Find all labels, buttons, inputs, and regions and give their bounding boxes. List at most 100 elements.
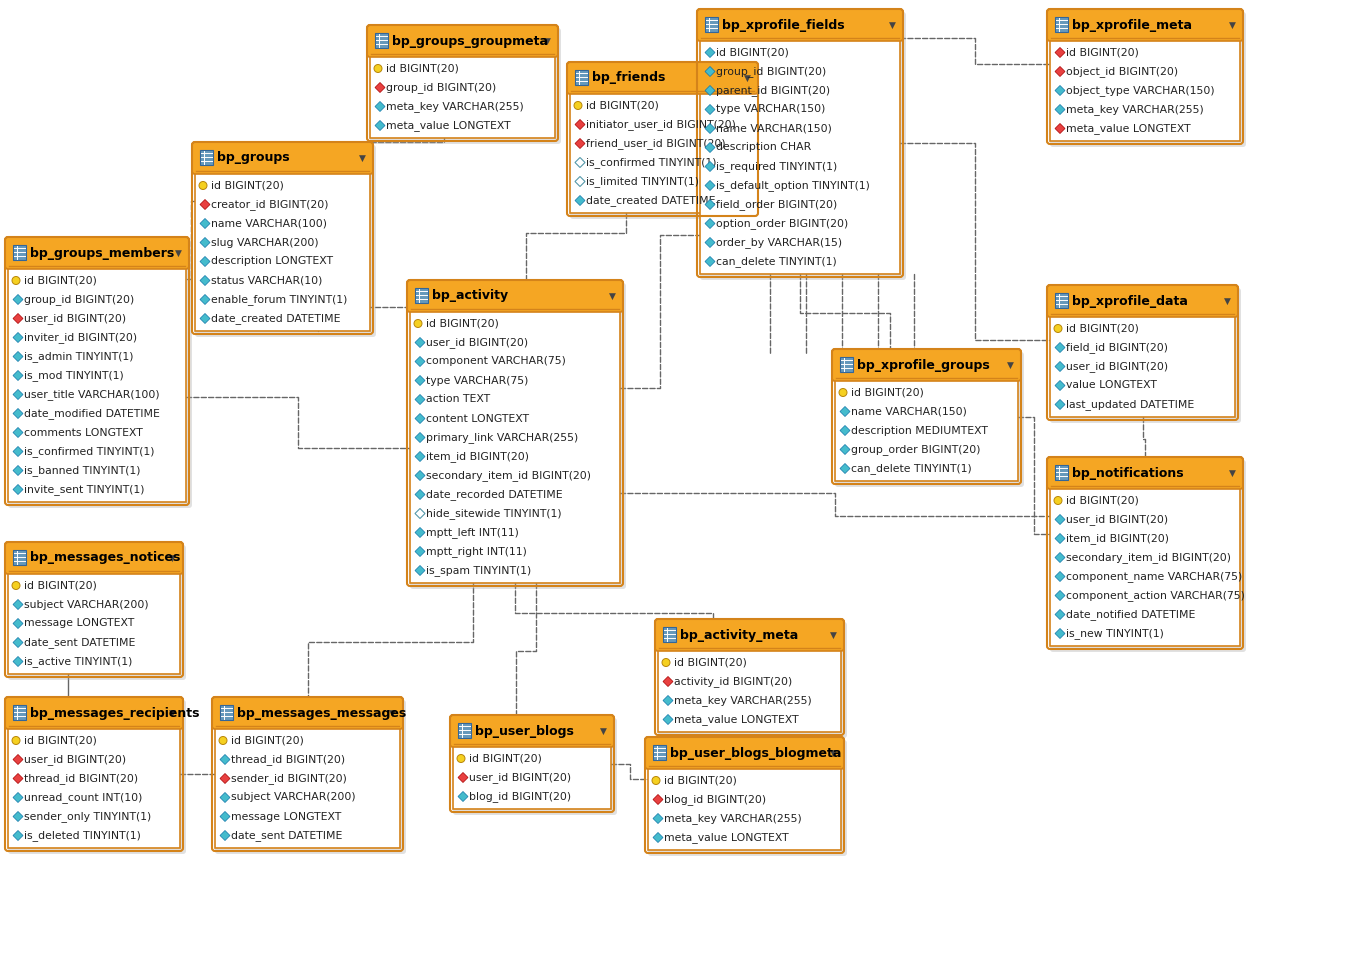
Bar [458, 723, 471, 738]
Text: ▼: ▼ [175, 249, 182, 257]
Polygon shape [199, 199, 210, 209]
Polygon shape [14, 389, 23, 400]
Polygon shape [1055, 610, 1064, 620]
Polygon shape [575, 176, 584, 187]
Polygon shape [705, 219, 715, 228]
FancyBboxPatch shape [648, 740, 848, 856]
Bar [220, 705, 233, 720]
Polygon shape [415, 547, 424, 557]
Text: user_id BIGINT(20): user_id BIGINT(20) [1066, 361, 1168, 372]
Text: field_id BIGINT(20): field_id BIGINT(20) [1066, 342, 1168, 353]
Text: item_id BIGINT(20): item_id BIGINT(20) [426, 451, 529, 462]
Text: blog_id BIGINT(20): blog_id BIGINT(20) [469, 791, 571, 802]
Polygon shape [14, 446, 23, 457]
Bar [8, 720, 179, 727]
Text: group_id BIGINT(20): group_id BIGINT(20) [716, 66, 826, 76]
Bar [216, 720, 400, 727]
Text: ▼: ▼ [830, 748, 837, 758]
Bar [701, 32, 899, 39]
Polygon shape [654, 813, 663, 824]
Bar [839, 357, 853, 372]
Text: is_confirmed TINYINT(1): is_confirmed TINYINT(1) [24, 446, 155, 457]
Polygon shape [376, 102, 385, 111]
Text: thread_id BIGINT(20): thread_id BIGINT(20) [24, 773, 138, 784]
Text: mptt_right INT(11): mptt_right INT(11) [426, 546, 527, 557]
Text: item_id BIGINT(20): item_id BIGINT(20) [1066, 533, 1169, 544]
Text: date_sent DATETIME: date_sent DATETIME [24, 637, 136, 648]
Text: id BIGINT(20): id BIGINT(20) [1066, 47, 1139, 57]
Polygon shape [1055, 343, 1064, 352]
Polygon shape [14, 793, 23, 802]
Text: is_deleted TINYINT(1): is_deleted TINYINT(1) [24, 830, 141, 841]
Text: mptt_left INT(11): mptt_left INT(11) [426, 527, 519, 538]
Polygon shape [654, 832, 663, 842]
Text: date_created DATETIME: date_created DATETIME [212, 313, 340, 324]
Polygon shape [14, 656, 23, 667]
Circle shape [199, 182, 207, 190]
Text: is_required TINYINT(1): is_required TINYINT(1) [716, 161, 837, 172]
Bar [1050, 314, 1235, 417]
Polygon shape [1055, 515, 1064, 525]
Text: is_spam TINYINT(1): is_spam TINYINT(1) [426, 565, 532, 576]
Text: meta_key VARCHAR(255): meta_key VARCHAR(255) [1066, 104, 1204, 115]
Polygon shape [705, 199, 715, 209]
Bar [659, 642, 841, 649]
Text: message LONGTEXT: message LONGTEXT [231, 811, 342, 822]
Text: activity_id BIGINT(20): activity_id BIGINT(20) [674, 676, 792, 687]
Bar [195, 171, 370, 331]
FancyBboxPatch shape [700, 12, 906, 280]
Polygon shape [14, 485, 23, 495]
Bar [14, 705, 26, 720]
Text: bp_messages_recipients: bp_messages_recipients [30, 707, 199, 719]
Polygon shape [705, 257, 715, 266]
Bar [216, 726, 400, 848]
Text: meta_value LONGTEXT: meta_value LONGTEXT [386, 120, 511, 131]
Bar [648, 766, 841, 850]
Polygon shape [199, 257, 210, 266]
Polygon shape [1055, 571, 1064, 582]
Text: thread_id BIGINT(20): thread_id BIGINT(20) [231, 754, 346, 765]
Polygon shape [705, 124, 715, 134]
Circle shape [1054, 497, 1062, 504]
Polygon shape [14, 599, 23, 610]
Bar [658, 648, 841, 732]
Polygon shape [458, 792, 468, 802]
Bar [835, 372, 1017, 379]
Bar [835, 378, 1018, 481]
Text: group_order BIGINT(20): group_order BIGINT(20) [852, 444, 980, 455]
Bar [570, 91, 755, 213]
Text: order_by VARCHAR(15): order_by VARCHAR(15) [716, 237, 842, 248]
Text: bp_notifications: bp_notifications [1073, 467, 1184, 479]
Bar [1051, 308, 1234, 315]
FancyBboxPatch shape [370, 28, 561, 144]
Text: name VARCHAR(100): name VARCHAR(100) [212, 219, 327, 228]
Text: secondary_item_id BIGINT(20): secondary_item_id BIGINT(20) [426, 470, 591, 481]
Polygon shape [14, 314, 23, 323]
Text: ▼: ▼ [609, 291, 616, 300]
Circle shape [12, 582, 20, 590]
Polygon shape [14, 351, 23, 361]
Bar [654, 745, 666, 760]
FancyBboxPatch shape [1050, 12, 1246, 147]
Text: object_type VARCHAR(150): object_type VARCHAR(150) [1066, 85, 1215, 96]
Text: is_limited TINYINT(1): is_limited TINYINT(1) [586, 176, 698, 187]
Text: type VARCHAR(150): type VARCHAR(150) [716, 105, 826, 114]
Bar [1050, 486, 1239, 646]
Text: id BIGINT(20): id BIGINT(20) [586, 101, 659, 110]
Polygon shape [839, 464, 850, 473]
FancyBboxPatch shape [645, 737, 843, 769]
FancyBboxPatch shape [1050, 288, 1241, 423]
Text: ▼: ▼ [358, 154, 365, 163]
Text: id BIGINT(20): id BIGINT(20) [212, 180, 283, 191]
Polygon shape [575, 119, 584, 130]
Text: id BIGINT(20): id BIGINT(20) [852, 387, 923, 398]
Bar [1055, 293, 1069, 308]
Polygon shape [415, 376, 424, 385]
Text: friend_user_id BIGINT(20): friend_user_id BIGINT(20) [586, 138, 725, 149]
Polygon shape [14, 831, 23, 840]
Text: user_id BIGINT(20): user_id BIGINT(20) [426, 337, 527, 348]
Text: type VARCHAR(75): type VARCHAR(75) [426, 376, 529, 385]
Text: id BIGINT(20): id BIGINT(20) [24, 736, 96, 745]
Polygon shape [220, 831, 231, 840]
Text: date_created DATETIME: date_created DATETIME [586, 195, 716, 206]
